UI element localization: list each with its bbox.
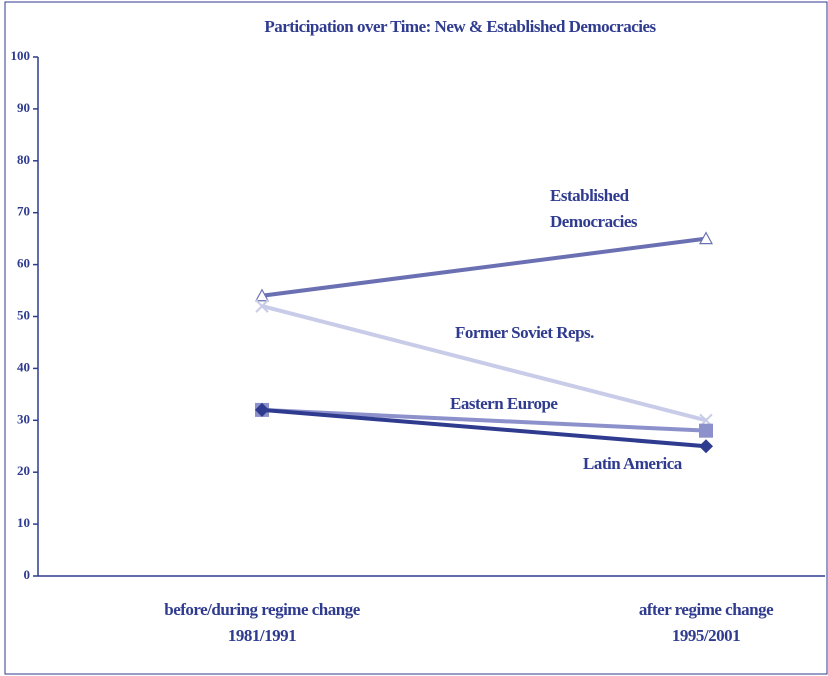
series-line [261,407,707,433]
series-line [261,236,707,298]
series-line [261,304,707,423]
marker [699,439,713,454]
series-line [261,407,707,449]
series-label: Former Soviet Reps. [455,323,594,342]
x-tick-label: before/during regime change 1981/1991 [164,600,360,645]
chart-title: Participation over Time: New & Establish… [264,17,656,36]
y-tick-label: 90 [17,100,30,115]
y-tick-label: 100 [11,48,31,63]
marker [255,402,269,417]
marker [254,288,270,302]
y-tick-label: 50 [17,307,30,322]
series-label: Eastern Europe [450,394,558,413]
marker [255,299,269,313]
series-label: Established Democracies [550,186,638,231]
marker [698,231,714,245]
y-tick-label: 80 [17,152,30,167]
x-tick-label: after regime change 1995/2001 [638,600,774,645]
y-tick-label: 70 [17,204,30,219]
y-tick-label: 30 [17,411,30,426]
y-tick-label: 20 [17,463,30,478]
y-tick-label: 10 [17,515,30,530]
y-tick-label: 40 [17,359,30,374]
y-tick-label: 60 [17,256,30,271]
frame [4,1,828,675]
marker [699,423,713,438]
series-label: Latin America [583,454,682,473]
y-tick-label: 0 [24,567,31,582]
